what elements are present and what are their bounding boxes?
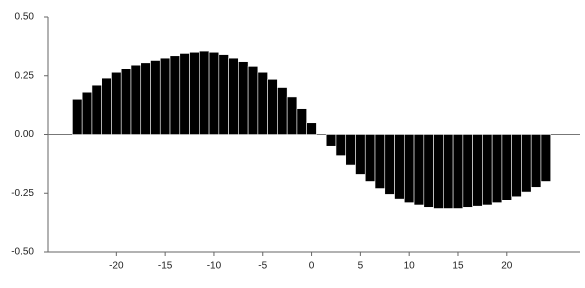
bar bbox=[325, 134, 337, 147]
bar bbox=[91, 84, 102, 135]
bar bbox=[364, 134, 376, 182]
bar bbox=[530, 134, 542, 188]
x-tick-label: 15 bbox=[452, 261, 464, 272]
bar bbox=[179, 53, 190, 135]
bar bbox=[394, 134, 405, 200]
x-tick-label: 20 bbox=[501, 261, 513, 272]
y-tick-label: -0.50 bbox=[11, 247, 34, 258]
bar bbox=[130, 64, 142, 135]
bar bbox=[491, 134, 503, 203]
bar bbox=[267, 78, 278, 135]
bar bbox=[345, 134, 356, 166]
bar bbox=[413, 134, 425, 206]
bar bbox=[452, 134, 464, 209]
bar bbox=[335, 134, 347, 156]
y-tick-label: -0.25 bbox=[11, 188, 34, 199]
bar bbox=[482, 134, 493, 206]
bar bbox=[403, 134, 415, 203]
bar bbox=[81, 91, 93, 135]
bar bbox=[238, 61, 249, 135]
bar bbox=[472, 134, 483, 207]
bar bbox=[423, 134, 434, 208]
bar bbox=[462, 134, 473, 208]
bar bbox=[228, 57, 239, 135]
bar bbox=[140, 62, 151, 135]
x-tick-label: 10 bbox=[404, 261, 416, 272]
bar bbox=[247, 66, 259, 135]
bar bbox=[120, 68, 132, 135]
bar bbox=[384, 134, 395, 195]
bar bbox=[501, 134, 512, 201]
y-tick-label: 0.25 bbox=[15, 70, 35, 81]
x-tick-label: 5 bbox=[358, 261, 364, 272]
y-tick-label: 0.50 bbox=[15, 12, 35, 23]
x-tick-label: -20 bbox=[109, 261, 124, 272]
bar bbox=[277, 87, 288, 135]
bar bbox=[521, 134, 532, 193]
bar bbox=[443, 134, 454, 209]
y-tick-label: 0.00 bbox=[15, 129, 35, 140]
x-tick-label: 0 bbox=[309, 261, 315, 272]
bar bbox=[72, 98, 83, 135]
bar bbox=[208, 51, 220, 135]
bar bbox=[189, 51, 200, 135]
bar bbox=[306, 122, 317, 135]
bar bbox=[257, 71, 268, 135]
bar bbox=[374, 134, 386, 189]
bar bbox=[169, 55, 181, 135]
bar bbox=[296, 108, 307, 135]
bar bbox=[286, 96, 298, 135]
bar bbox=[150, 60, 161, 135]
bar bbox=[540, 134, 552, 182]
bar bbox=[199, 50, 210, 135]
bar bbox=[101, 77, 112, 135]
bar bbox=[355, 134, 366, 175]
x-tick-label: -10 bbox=[207, 261, 222, 272]
x-tick-label: -15 bbox=[158, 261, 173, 272]
bar bbox=[218, 54, 229, 135]
bar bbox=[111, 71, 122, 135]
bar bbox=[433, 134, 444, 209]
x-tick-label: -5 bbox=[258, 261, 267, 272]
bar bbox=[159, 57, 171, 135]
bar bbox=[511, 134, 522, 198]
